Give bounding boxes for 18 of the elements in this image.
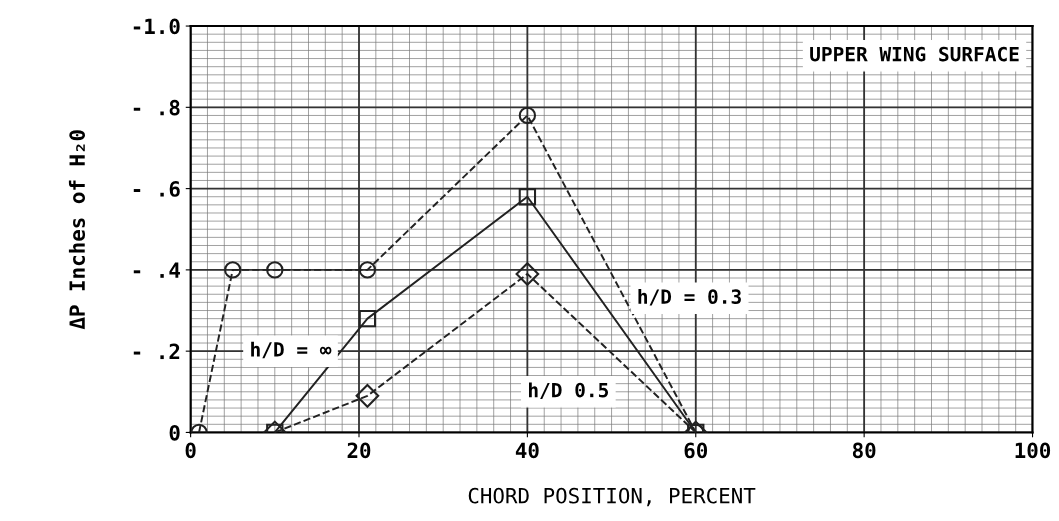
x-tick-label: 100 [1015,442,1051,459]
x-tick-label: 40 [515,442,539,459]
y-tick-label: - .2 [133,343,180,360]
x-tick-label: 0 [185,442,196,459]
annotation: UPPER WING SURFACE [810,46,1019,62]
x-tick-label: 60 [684,442,708,459]
y-tick-label: - .6 [133,181,180,197]
y-tick-label: - .8 [133,99,180,116]
y-axis-title: ΔP Inches of H₂0 [68,130,86,330]
annotation: h/D = 0.3 [638,288,741,306]
annotation: h/D 0.5 [529,382,609,399]
x-axis-title: CHORD POSITION, PERCENT [468,487,756,507]
y-tick-label: 0 [169,424,180,441]
y-tick-label: - .4 [133,262,180,278]
x-tick-label: 80 [852,442,876,459]
annotation: h/D = ∞ [251,341,332,359]
y-tick-label: -1.0 [133,18,180,35]
x-tick-label: 20 [347,442,371,459]
